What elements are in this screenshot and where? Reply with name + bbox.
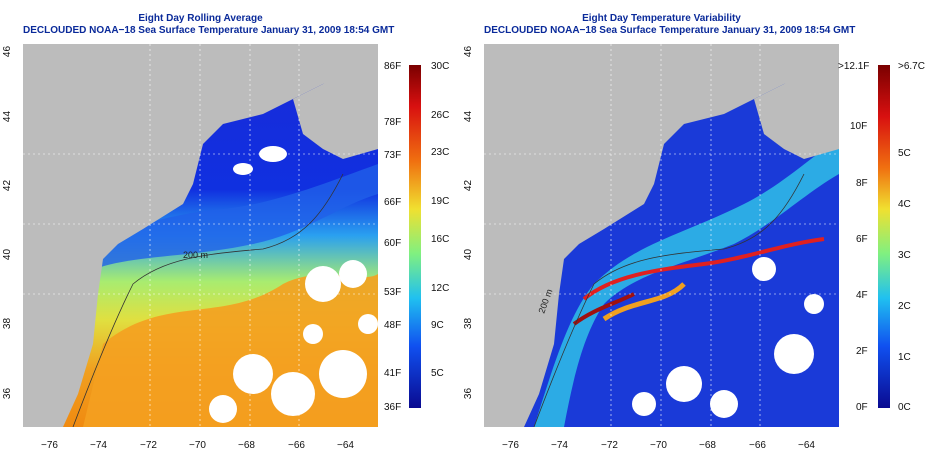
left-y-tick: 46 bbox=[2, 45, 14, 58]
right-cbar-c-label: 5C bbox=[898, 148, 911, 159]
right-title-line2: DECLOUDED NOAA−18 Sea Surface Temperatur… bbox=[484, 25, 856, 36]
right-front-hot-2 bbox=[602, 282, 686, 322]
right-cbar-f-label: 8F bbox=[856, 178, 868, 189]
left-cbar-f-label: 86F bbox=[384, 61, 402, 72]
left-cbar-c-label: 23C bbox=[431, 147, 450, 158]
right-shelf-variability bbox=[534, 139, 839, 427]
left-cool-shelf bbox=[83, 164, 378, 274]
right-cbar-f-label: 2F bbox=[856, 346, 868, 357]
right-cbar-c-label: 0C bbox=[898, 402, 911, 413]
left-cbar-f-label: 66F bbox=[384, 197, 402, 208]
left-x-tick: −74 bbox=[90, 440, 107, 451]
right-grid bbox=[484, 44, 839, 427]
left-cbar-f-label: 36F bbox=[384, 402, 402, 413]
left-cbar-c-label: 16C bbox=[431, 234, 450, 245]
right-x-tick: −68 bbox=[699, 440, 716, 451]
right-cbar-f-label: >12.1F bbox=[838, 61, 870, 72]
left-x-tick: −72 bbox=[140, 440, 157, 451]
right-y-tick: 42 bbox=[463, 179, 475, 192]
right-nova-scotia bbox=[754, 59, 839, 159]
right-cbar-c-label: >6.7C bbox=[898, 61, 925, 72]
right-cbar-f-label: 4F bbox=[856, 290, 868, 301]
right-land bbox=[484, 44, 839, 427]
left-cbar-f-label: 41F bbox=[384, 368, 402, 379]
left-y-tick: 42 bbox=[2, 179, 14, 192]
left-title-line1: Eight Day Rolling Average bbox=[138, 13, 263, 24]
left-contour-label: 200 m bbox=[183, 250, 208, 260]
right-x-tick: −76 bbox=[502, 440, 519, 451]
right-cbar-f-label: 0F bbox=[856, 402, 868, 413]
left-cbar-c-label: 19C bbox=[431, 196, 450, 207]
right-y-tick: 40 bbox=[463, 248, 475, 261]
left-y-tick: 36 bbox=[2, 387, 14, 400]
left-x-tick: −64 bbox=[337, 440, 354, 451]
right-map: 200 m bbox=[484, 44, 839, 427]
left-cbar-f-label: 73F bbox=[384, 150, 402, 161]
right-y-tick: 36 bbox=[463, 387, 475, 400]
left-cbar-f-label: 53F bbox=[384, 287, 402, 298]
right-cbar-f-label: 6F bbox=[856, 234, 868, 245]
left-title-line2: DECLOUDED NOAA−18 Sea Surface Temperatur… bbox=[23, 25, 395, 36]
right-cbar-c-label: 4C bbox=[898, 199, 911, 210]
left-y-tick: 38 bbox=[2, 317, 14, 330]
left-cbar-f-label: 60F bbox=[384, 238, 402, 249]
left-cbar-c-label: 5C bbox=[431, 368, 444, 379]
right-y-tick: 46 bbox=[463, 45, 475, 58]
right-y-tick: 38 bbox=[463, 317, 475, 330]
right-cbar-f-label: 10F bbox=[850, 121, 868, 132]
left-x-tick: −76 bbox=[41, 440, 58, 451]
left-colorbar bbox=[409, 65, 421, 408]
left-cbar-c-label: 12C bbox=[431, 283, 450, 294]
right-x-tick: −70 bbox=[650, 440, 667, 451]
left-grid bbox=[23, 44, 378, 427]
right-x-tick: −72 bbox=[601, 440, 618, 451]
left-cbar-f-label: 78F bbox=[384, 117, 402, 128]
left-contour-200m bbox=[72, 173, 344, 427]
left-x-tick: −68 bbox=[238, 440, 255, 451]
left-y-tick: 44 bbox=[2, 110, 14, 123]
left-y-tick: 40 bbox=[2, 248, 14, 261]
right-y-tick: 44 bbox=[463, 110, 475, 123]
right-contour-200m bbox=[533, 173, 805, 427]
right-cbar-c-label: 1C bbox=[898, 352, 911, 363]
right-x-tick: −64 bbox=[798, 440, 815, 451]
right-x-tick: −74 bbox=[551, 440, 568, 451]
left-cbar-f-label: 48F bbox=[384, 320, 402, 331]
right-cbar-c-label: 3C bbox=[898, 250, 911, 261]
left-x-tick: −66 bbox=[288, 440, 305, 451]
right-cbar-c-label: 2C bbox=[898, 301, 911, 312]
left-cbar-c-label: 9C bbox=[431, 320, 444, 331]
right-front-hot bbox=[582, 237, 825, 301]
left-cbar-c-label: 30C bbox=[431, 61, 450, 72]
right-front-hot-3 bbox=[572, 292, 635, 326]
left-land bbox=[23, 44, 378, 427]
right-x-tick: −66 bbox=[749, 440, 766, 451]
right-clouds bbox=[632, 257, 824, 418]
left-x-tick: −70 bbox=[189, 440, 206, 451]
right-title-line1: Eight Day Temperature Variability bbox=[582, 13, 741, 24]
left-nova-scotia bbox=[293, 59, 378, 159]
right-colorbar bbox=[878, 65, 890, 408]
left-map: 200 m bbox=[23, 44, 378, 427]
left-cbar-c-label: 26C bbox=[431, 110, 450, 121]
